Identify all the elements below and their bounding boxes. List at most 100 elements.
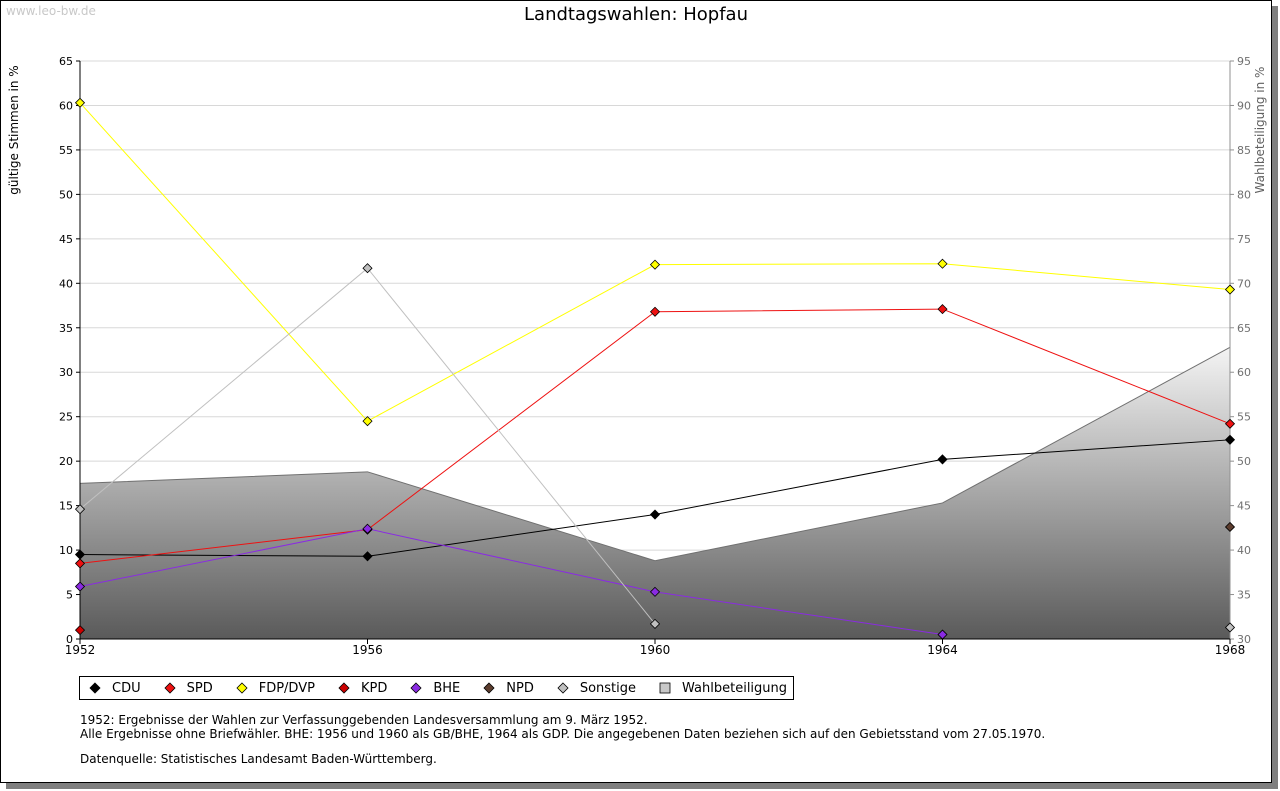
point-bhe-1960 [649,586,661,597]
y-tick-label-right-90: 90 [1237,99,1251,112]
y-tick-label-left-65: 65 [59,55,73,68]
point-cdu-1964 [937,454,948,465]
legend-item-wahlbeteiligung: Wahlbeteiligung [658,681,787,696]
legend-marker-cdu [89,682,101,694]
legend-label-cdu: CDU [112,680,141,696]
x-tick-label-1960: 1960 [640,643,671,657]
turnout-area-line [79,346,1231,562]
point-fdp-dvp-1968 [1224,284,1236,295]
x-tick-label-1952: 1952 [65,643,96,657]
legend-item-kpd: KPD [337,681,387,696]
legend-item-bhe: BHE [409,681,460,696]
y-tick-label-left-20: 20 [59,455,73,468]
legend-item-fdp: FDP/DVP [235,681,315,696]
y-tick-label-left-10: 10 [59,544,73,557]
point-spd-1952 [74,558,86,569]
y-tick-label-right-70: 70 [1237,277,1251,290]
x-tick-label-1956: 1956 [352,643,383,657]
legend-label-bhe: BHE [433,680,461,696]
y-tick-label-right-35: 35 [1237,589,1251,602]
y-tick-label-left-35: 35 [59,322,73,335]
footnote-line-2: Alle Ergebnisse ohne Briefwähler. BHE: 1… [80,727,1046,741]
legend-item-sonstige: Sonstige [556,681,636,696]
point-fdp-dvp-1952 [74,97,86,108]
legend-marker-kpd [338,682,350,694]
y-tick-label-right-55: 55 [1237,411,1251,424]
y-tick-label-right-50: 50 [1237,455,1251,468]
y-tick-label-left-30: 30 [59,366,73,379]
point-kpd-1952 [74,625,86,636]
point-bhe-1964 [937,629,948,640]
y-tick-label-right-30: 30 [1237,633,1251,646]
y-axis-label-left: gültige Stimmen in % [7,65,21,195]
point-cdu-1968 [1224,434,1236,445]
point-fdp-dvp-1960 [649,259,661,270]
legend: CDU SPD FDP/DVP KPD BHE NPD Sonstige Wah… [79,676,795,700]
point-fdp-dvp-1956 [362,416,373,427]
data-source: Datenquelle: Statistisches Landesamt Bad… [80,752,437,766]
series-points [74,97,1236,640]
point-bhe-1956 [362,523,373,534]
point-sonstige-1960 [649,618,661,629]
y-tick-label-left-45: 45 [59,233,73,246]
footnotes: 1952: Ergebnisse der Wahlen zur Verfassu… [80,713,1045,741]
point-sonstige-1952 [74,504,86,515]
legend-label-fdp: FDP/DVP [258,680,315,696]
y-tick-label-right-65: 65 [1237,322,1251,335]
chart-title: Landtagswahlen: Hopfau [524,4,748,25]
y-tick-label-right-45: 45 [1237,500,1251,513]
y-tick-label-right-40: 40 [1237,544,1251,557]
y-tick-label-left-40: 40 [59,277,73,290]
frame-shadow-bottom [6,783,1278,789]
tick-labels: 0 5 10 15 20 25 30 35 40 45 50 55 60 65 30 35 40 45 50 55 60… [59,55,1251,657]
y-tick-label-right-95: 95 [1237,55,1251,68]
footnote-line-1: 1952: Ergebnisse der Wahlen zur Verfassu… [80,713,648,727]
legend-marker-npd [483,682,495,694]
y-tick-label-right-60: 60 [1237,366,1251,379]
y-tick-label-left-50: 50 [59,188,73,201]
legend-label-spd: SPD [186,680,213,696]
y-tick-label-left-60: 60 [59,99,73,112]
y-tick-label-left-55: 55 [59,144,73,157]
legend-item-cdu: CDU [88,681,141,696]
y-tick-label-left-5: 5 [66,589,73,602]
x-tick-label-1964: 1964 [927,643,958,657]
point-sonstige-1956 [362,263,373,274]
legend-label-wahlbeteiligung: Wahlbeteiligung [682,680,788,696]
point-spd-1964 [937,304,948,315]
point-bhe-1952 [74,581,86,592]
legend-label-npd: NPD [506,680,534,696]
legend-item-npd: NPD [482,681,534,696]
legend-marker-fdp [236,682,248,694]
y-tick-label-right-80: 80 [1237,188,1251,201]
point-npd-1968 [1224,521,1236,533]
legend-marker-wahlbeteiligung [659,682,671,694]
turnout-area-fill [80,347,1230,639]
y-tick-label-right-85: 85 [1237,144,1251,157]
legend-label-sonstige: Sonstige [579,680,637,696]
point-cdu-1956 [362,551,373,562]
point-cdu-1960 [649,509,661,520]
watermark: www.leo-bw.de [6,4,96,18]
y-tick-label-left-15: 15 [59,500,73,513]
legend-marker-sonstige [557,682,569,694]
legend-marker-spd [164,682,176,694]
x-tick-label-1968: 1968 [1215,643,1246,657]
legend-item-spd: SPD [163,681,213,696]
point-sonstige-1968 [1224,622,1236,633]
y-tick-label-left-25: 25 [59,411,73,424]
y-tick-label-right-75: 75 [1237,233,1251,246]
point-spd-1968 [1224,418,1236,429]
y-axis-label-right: Wahlbeteiligung in % [1253,66,1267,194]
point-spd-1960 [649,306,661,317]
y-tick-label-left-0: 0 [66,633,73,646]
legend-marker-bhe [410,682,422,694]
legend-label-kpd: KPD [360,680,388,696]
frame-shadow-right [1272,6,1278,789]
turnout-area [79,346,1231,639]
series-line-bhe [79,528,943,636]
axes [76,60,1234,644]
point-fdp-dvp-1964 [937,258,948,269]
